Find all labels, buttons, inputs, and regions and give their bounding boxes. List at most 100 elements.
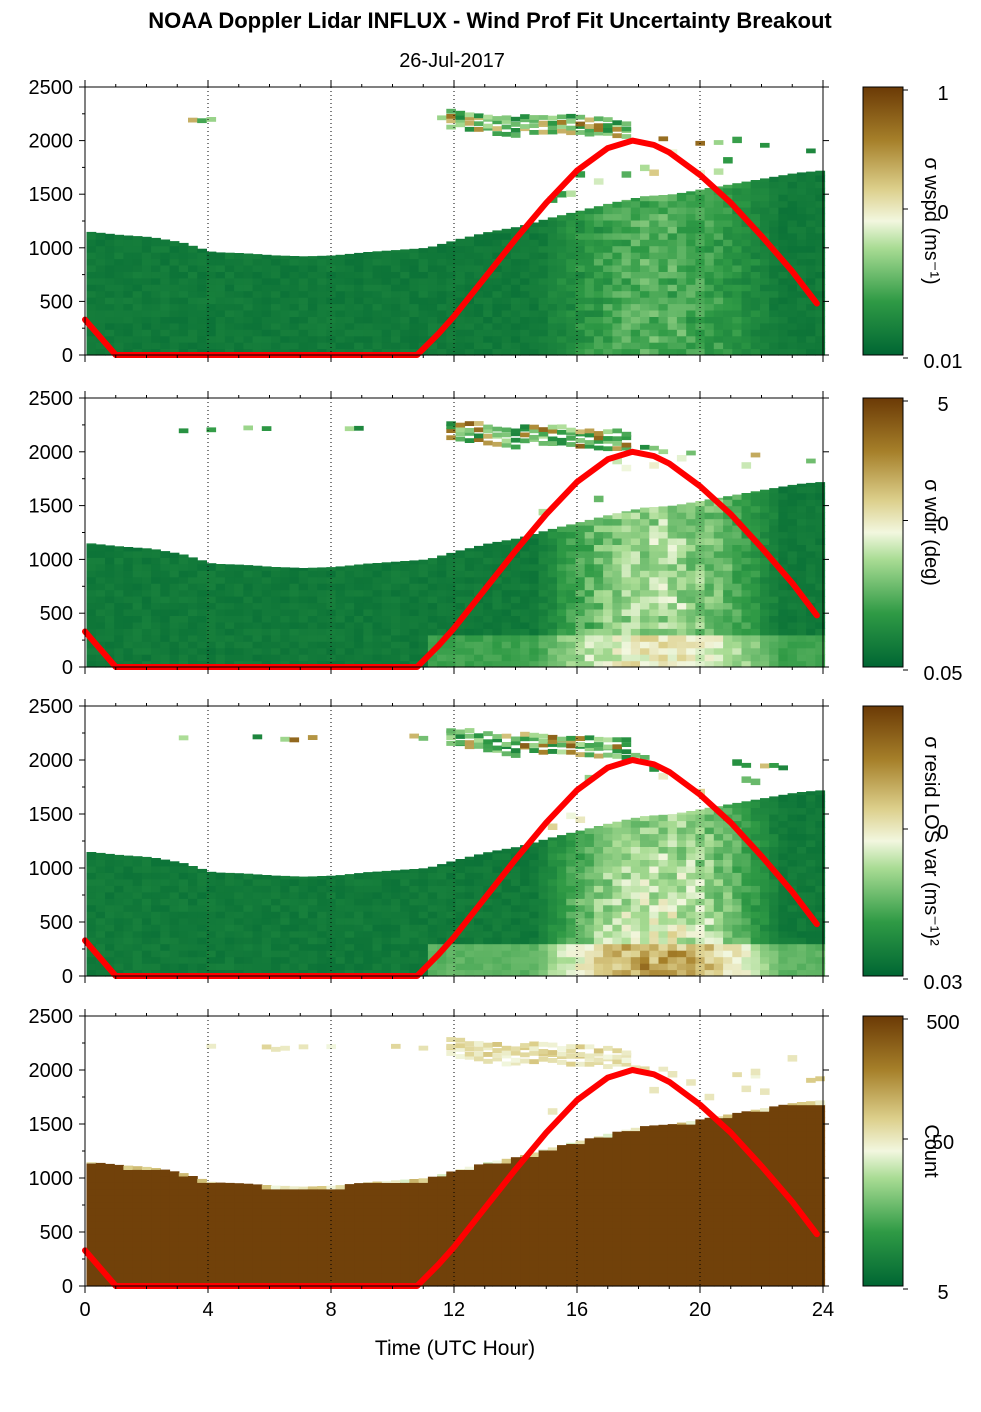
heatmap-cell (603, 258, 613, 266)
heatmap-cell (455, 427, 466, 433)
heatmap-cell (483, 647, 493, 655)
y-tick-label: 2500 (29, 77, 74, 99)
heatmap-cell (446, 969, 457, 977)
heatmap-cell (667, 518, 678, 526)
heatmap-cell (529, 654, 540, 662)
heatmap-cell (815, 647, 826, 655)
heatmap-cell (787, 226, 798, 234)
heatmap-cell (178, 885, 189, 893)
heatmap-cell (667, 615, 678, 623)
heatmap-cell (796, 583, 807, 591)
heatmap-cell (354, 570, 364, 578)
heatmap-cell (344, 943, 355, 951)
heatmap-cell (234, 570, 244, 578)
heatmap-cell (335, 277, 346, 285)
heatmap-cell (105, 233, 115, 240)
heatmap-cell (760, 219, 770, 227)
heatmap-cell (464, 898, 475, 906)
heatmap-cell (593, 252, 604, 260)
heatmap-cell (520, 943, 530, 951)
heatmap-cell (437, 654, 447, 662)
heatmap-cell (501, 329, 512, 337)
heatmap-cell (575, 271, 586, 279)
heatmap-cell (455, 891, 466, 899)
heatmap-cell (612, 748, 622, 754)
heatmap-cell (317, 904, 327, 912)
heatmap-cell (105, 937, 115, 945)
heatmap-cell (446, 596, 457, 604)
heatmap-cell (621, 891, 632, 899)
heatmap-cell (658, 316, 669, 324)
heatmap-cell (741, 583, 752, 591)
heatmap-cell (215, 654, 226, 662)
heatmap-cell (141, 290, 152, 298)
heatmap-cell (151, 245, 161, 253)
heatmap-cell (344, 937, 355, 945)
heatmap-cell (547, 219, 558, 227)
heatmap-cell (658, 226, 669, 234)
heatmap-cell (197, 608, 207, 616)
heatmap-cell (114, 950, 124, 958)
heatmap-cell (298, 265, 309, 272)
heatmap-cell (566, 872, 576, 880)
heatmap-cell (713, 583, 724, 591)
heatmap-cell (483, 239, 493, 247)
heatmap-cell (658, 904, 669, 912)
heatmap-cell (289, 335, 300, 343)
heatmap-cell (547, 563, 558, 571)
heatmap-cell (630, 969, 641, 977)
heatmap-cell (723, 563, 733, 571)
heatmap-cell (307, 310, 318, 317)
heatmap-cell (95, 898, 106, 906)
heatmap-cell (307, 297, 318, 305)
heatmap-cell (224, 621, 235, 629)
heatmap-cell (603, 284, 613, 292)
heatmap-cell (723, 621, 733, 629)
heatmap-cell (695, 621, 706, 629)
heatmap-cell (492, 917, 503, 925)
heatmap-cell (280, 904, 291, 912)
heatmap-cell (538, 219, 549, 221)
heatmap-cell (593, 297, 604, 305)
heatmap-cell (224, 956, 235, 964)
heatmap-cell (492, 329, 503, 337)
heatmap-cell (197, 271, 207, 279)
heatmap-cell (796, 239, 807, 247)
heatmap-cell (575, 537, 586, 545)
heatmap-cell (520, 736, 530, 742)
heatmap-cell (557, 608, 567, 616)
heatmap-cell (95, 563, 106, 571)
heatmap-cell (243, 576, 254, 584)
heatmap-cell (760, 525, 770, 533)
heatmap-cell (584, 117, 595, 123)
heatmap-cell (676, 200, 687, 208)
heatmap-cell (123, 641, 134, 649)
heatmap-cell (271, 310, 281, 317)
heatmap-cell (713, 140, 724, 145)
heatmap-cell (713, 660, 724, 668)
heatmap-cell (529, 634, 540, 642)
heatmap-cell (151, 297, 161, 305)
heatmap-cell (372, 647, 383, 655)
heatmap-cell (732, 557, 743, 565)
heatmap-cell (593, 206, 604, 208)
heatmap-cell (575, 602, 586, 610)
heatmap-cell (787, 641, 798, 649)
heatmap-cell (713, 200, 724, 208)
heatmap-cell (658, 506, 669, 513)
heatmap-cell (141, 316, 152, 324)
heatmap-cell (372, 641, 383, 649)
heatmap-cell (409, 563, 420, 571)
heatmap-cell (197, 885, 207, 893)
heatmap-cell (474, 621, 484, 629)
heatmap-cell (676, 602, 687, 610)
heatmap-cell (815, 335, 826, 343)
heatmap-cell (593, 878, 604, 886)
heatmap-cell (123, 872, 134, 880)
heatmap-cell (261, 596, 272, 604)
heatmap-cell (326, 602, 337, 610)
heatmap-cell (676, 615, 687, 623)
heatmap-cell (280, 322, 291, 330)
heatmap-cell (206, 576, 217, 584)
heatmap-cell (114, 930, 124, 938)
